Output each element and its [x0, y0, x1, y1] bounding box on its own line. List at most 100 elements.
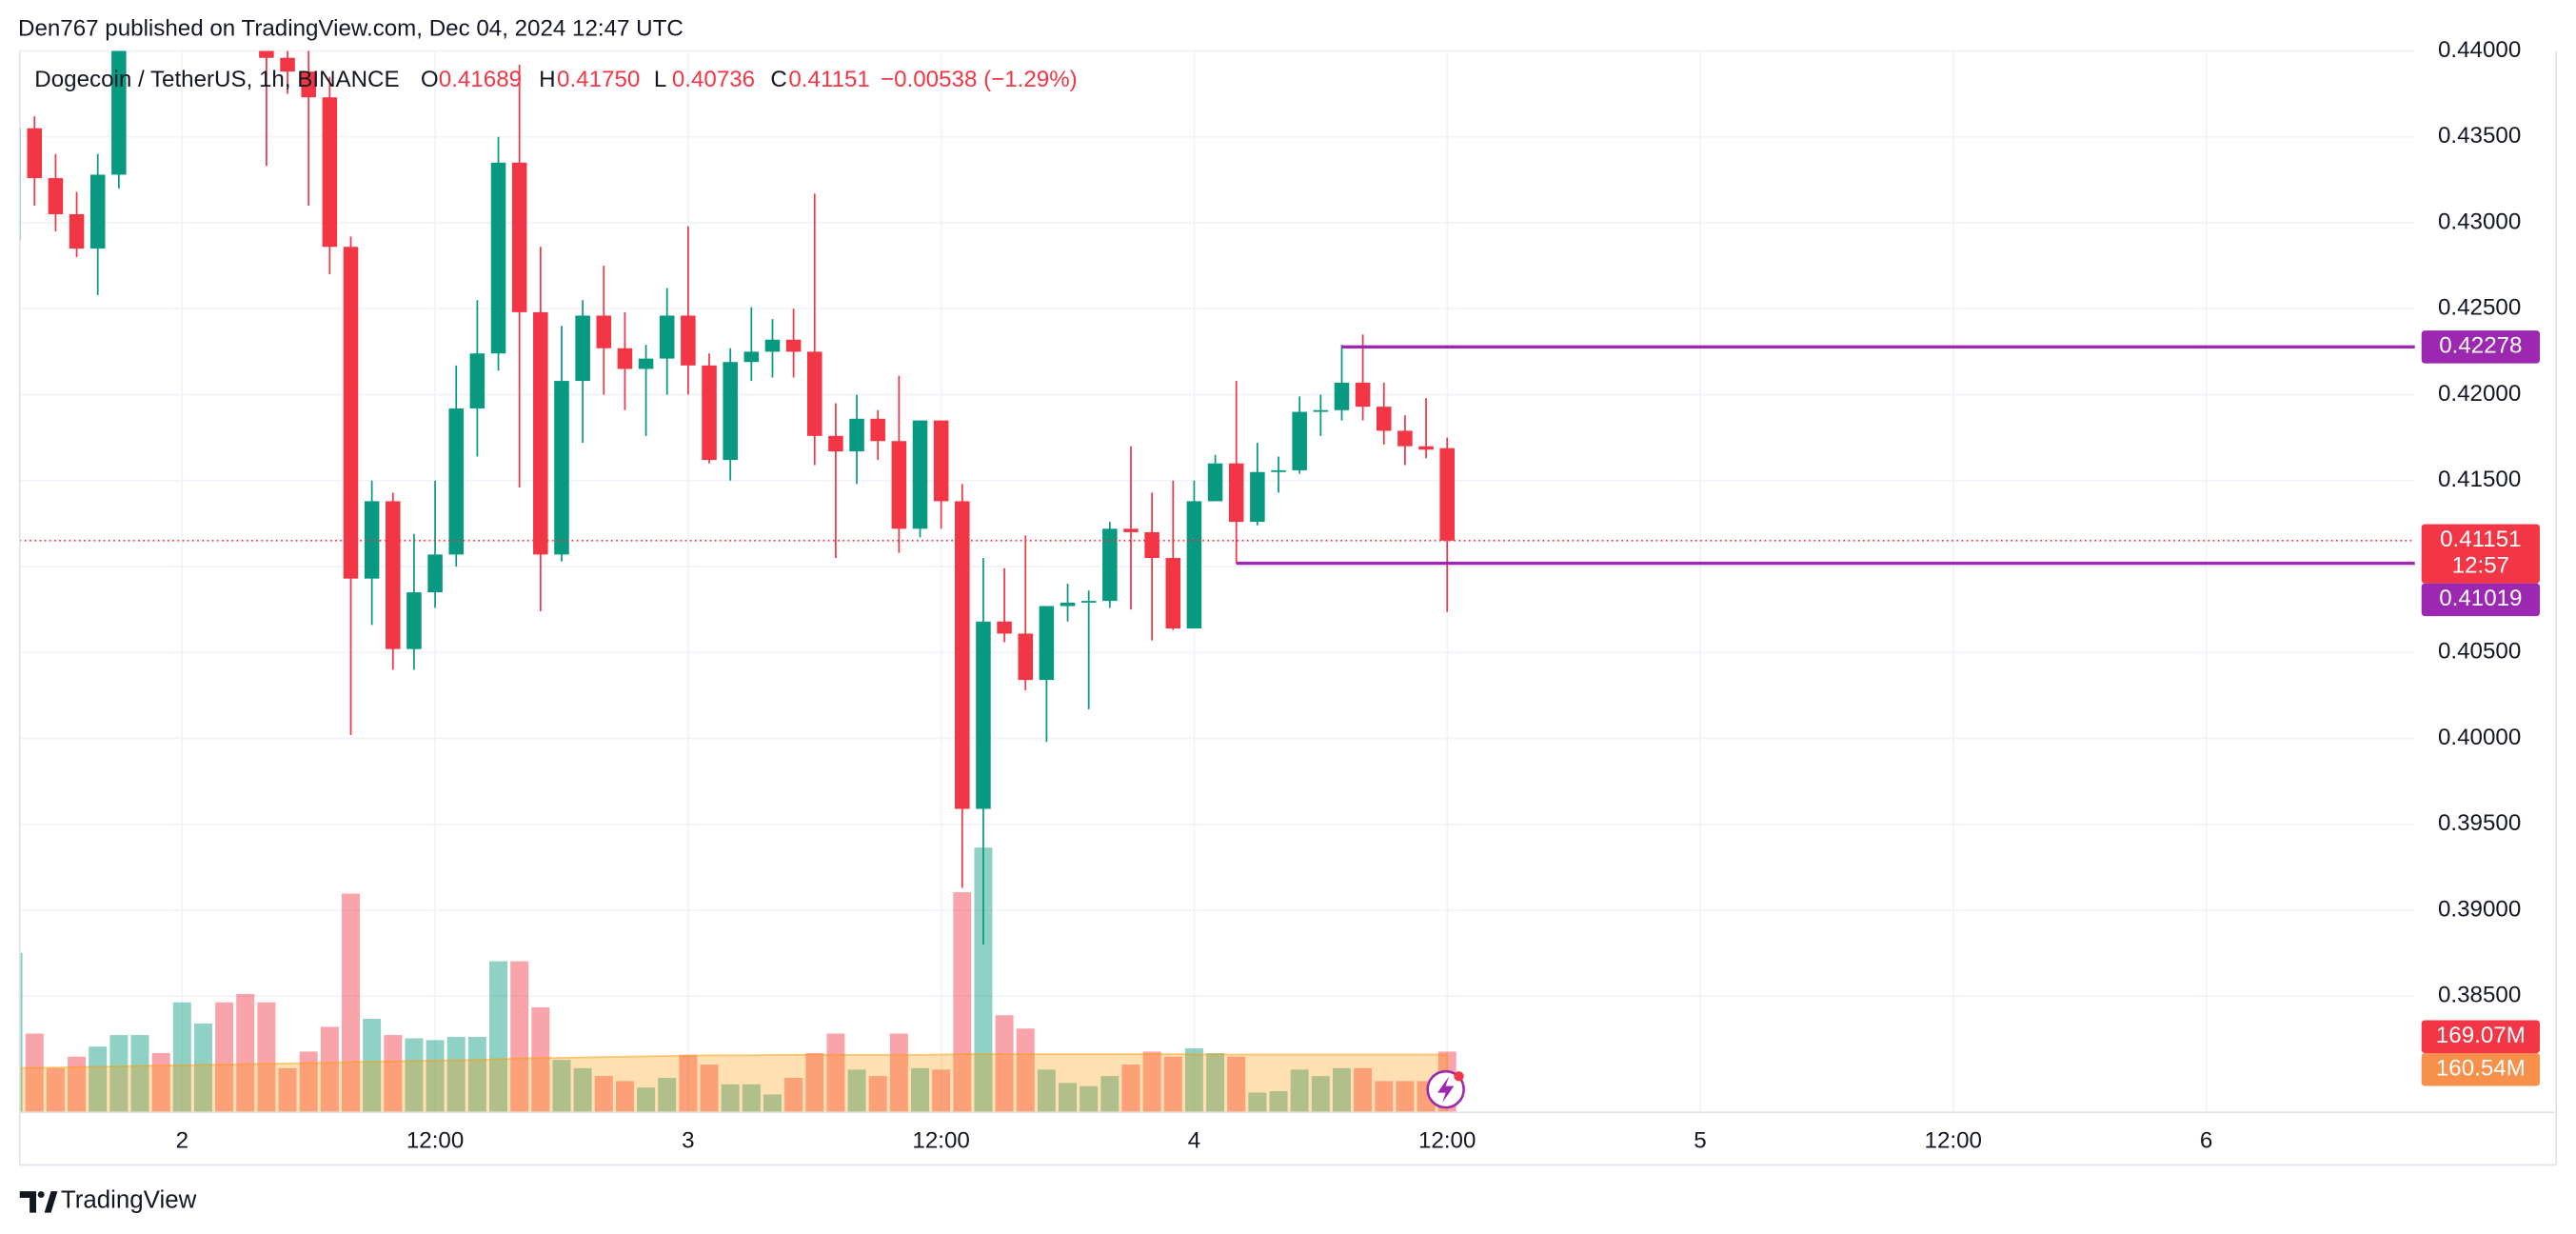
volume-bar	[531, 1006, 550, 1113]
candle-body	[764, 339, 781, 352]
volume-bar	[784, 1078, 803, 1113]
x-tick-label: 12:00	[1418, 1128, 1476, 1154]
candle-body	[1165, 557, 1181, 628]
candle-body	[343, 247, 359, 579]
candle-body	[891, 441, 907, 529]
volume-bar	[363, 1019, 382, 1113]
volume-bar	[46, 1067, 65, 1113]
tradingview-logo[interactable]: TradingView	[19, 1186, 197, 1213]
x-tick-label: 6	[2200, 1128, 2212, 1154]
candle-body	[280, 57, 295, 72]
volume-bar	[236, 993, 255, 1113]
y-tick-label: 0.44000	[2438, 37, 2521, 63]
x-tick-label: 12:00	[912, 1128, 969, 1154]
footer-brand: TradingView	[61, 1186, 197, 1213]
candle-body	[1250, 471, 1265, 523]
replay-icon[interactable]	[1426, 1069, 1465, 1109]
volume-bar	[911, 1067, 929, 1113]
volume-bar	[342, 893, 360, 1113]
volume-bar	[405, 1038, 424, 1113]
volume-bar	[489, 961, 508, 1113]
y-tick-label: 0.41500	[2438, 467, 2521, 492]
candle-body	[69, 213, 85, 249]
candle-body	[617, 348, 633, 369]
candle-body	[870, 418, 885, 442]
volume-ma-tag: 160.54M	[2436, 1056, 2526, 1082]
volume-bar	[510, 961, 529, 1113]
volume-bar	[932, 1069, 951, 1113]
legend-l: L	[654, 67, 666, 92]
candle-body	[301, 71, 316, 98]
candle-body	[427, 554, 443, 593]
volume-bar	[1142, 1051, 1161, 1113]
candle-body	[1397, 430, 1413, 447]
level-tag-bg	[2421, 583, 2540, 617]
y-tick-label: 0.43500	[2438, 123, 2521, 149]
volume-bar	[278, 1067, 297, 1113]
candle-body	[448, 408, 464, 555]
volume-bar	[889, 1033, 908, 1113]
legend-high: 0.41750	[557, 67, 640, 92]
y-tick-label: 0.40000	[2438, 725, 2521, 750]
volume-bar	[1184, 1048, 1203, 1113]
volume-bar	[1332, 1067, 1351, 1113]
volume-bar	[89, 1046, 108, 1113]
y-tick-label: 0.42500	[2438, 295, 2521, 321]
last-price-tag: 0.41151	[2440, 527, 2521, 552]
candle-body	[1123, 528, 1139, 532]
volume-bar	[953, 892, 972, 1113]
volume-ma-area	[19, 1053, 1449, 1113]
legend-h: H	[539, 67, 555, 92]
candle-body	[1102, 528, 1118, 602]
volume-bar	[1059, 1083, 1078, 1113]
volume-bar	[700, 1065, 719, 1113]
volume-bar	[1227, 1056, 1246, 1113]
volume-bar	[1163, 1056, 1182, 1113]
level-tag-bg	[2421, 330, 2540, 364]
candle-body	[723, 362, 738, 461]
volume-tag-bg	[2421, 1020, 2540, 1054]
axes: 0.38500 0.39000 0.39500 0.40000 0.40500 0.410…	[176, 37, 2540, 1154]
candle-body	[785, 339, 802, 352]
legend-low: 0.40736	[672, 67, 755, 92]
candle-body	[659, 315, 675, 359]
volume-ma-tag-bg	[2421, 1053, 2540, 1086]
candle-body	[806, 351, 822, 436]
volume-bar	[467, 1036, 486, 1113]
volume-bar	[974, 847, 993, 1113]
level-tag: 0.42278	[2439, 333, 2522, 359]
volume-bar	[1311, 1076, 1330, 1113]
candle-body	[1207, 463, 1223, 502]
x-tick-label: 12:00	[406, 1128, 464, 1154]
volume-bar	[25, 1033, 44, 1113]
x-tick-label: 2	[176, 1128, 188, 1154]
candle-body	[596, 315, 612, 348]
candle-body	[912, 420, 928, 529]
volume-bar	[679, 1054, 698, 1113]
y-tick-label: 0.42000	[2438, 381, 2521, 407]
volume-bar	[573, 1067, 592, 1113]
volume-bar	[130, 1035, 149, 1113]
legend-open: 0.41689	[439, 67, 522, 92]
candle-body	[1039, 606, 1055, 681]
candle-body	[1080, 601, 1097, 603]
volume-bar	[805, 1052, 824, 1113]
candle-body	[1018, 633, 1034, 681]
candle-body	[111, 50, 127, 175]
legend-o: O	[421, 67, 439, 92]
candle-body	[533, 311, 548, 555]
volume-bar	[19, 952, 23, 1113]
volume-bar	[1080, 1085, 1099, 1113]
candle-body	[1334, 382, 1350, 410]
candle-body	[1186, 501, 1202, 628]
candle-body	[89, 174, 106, 249]
candle-body	[638, 358, 654, 369]
candle-body	[1355, 382, 1371, 408]
level-tag: 0.41019	[2439, 586, 2522, 611]
y-tick-label: 0.39000	[2438, 896, 2521, 922]
legend: Dogecoin / TetherUS, 1h, BINANCE O 0.416…	[34, 67, 1077, 92]
volume-bar	[826, 1033, 845, 1113]
candle-body	[490, 162, 506, 354]
x-tick-label: 12:00	[1925, 1128, 1982, 1154]
